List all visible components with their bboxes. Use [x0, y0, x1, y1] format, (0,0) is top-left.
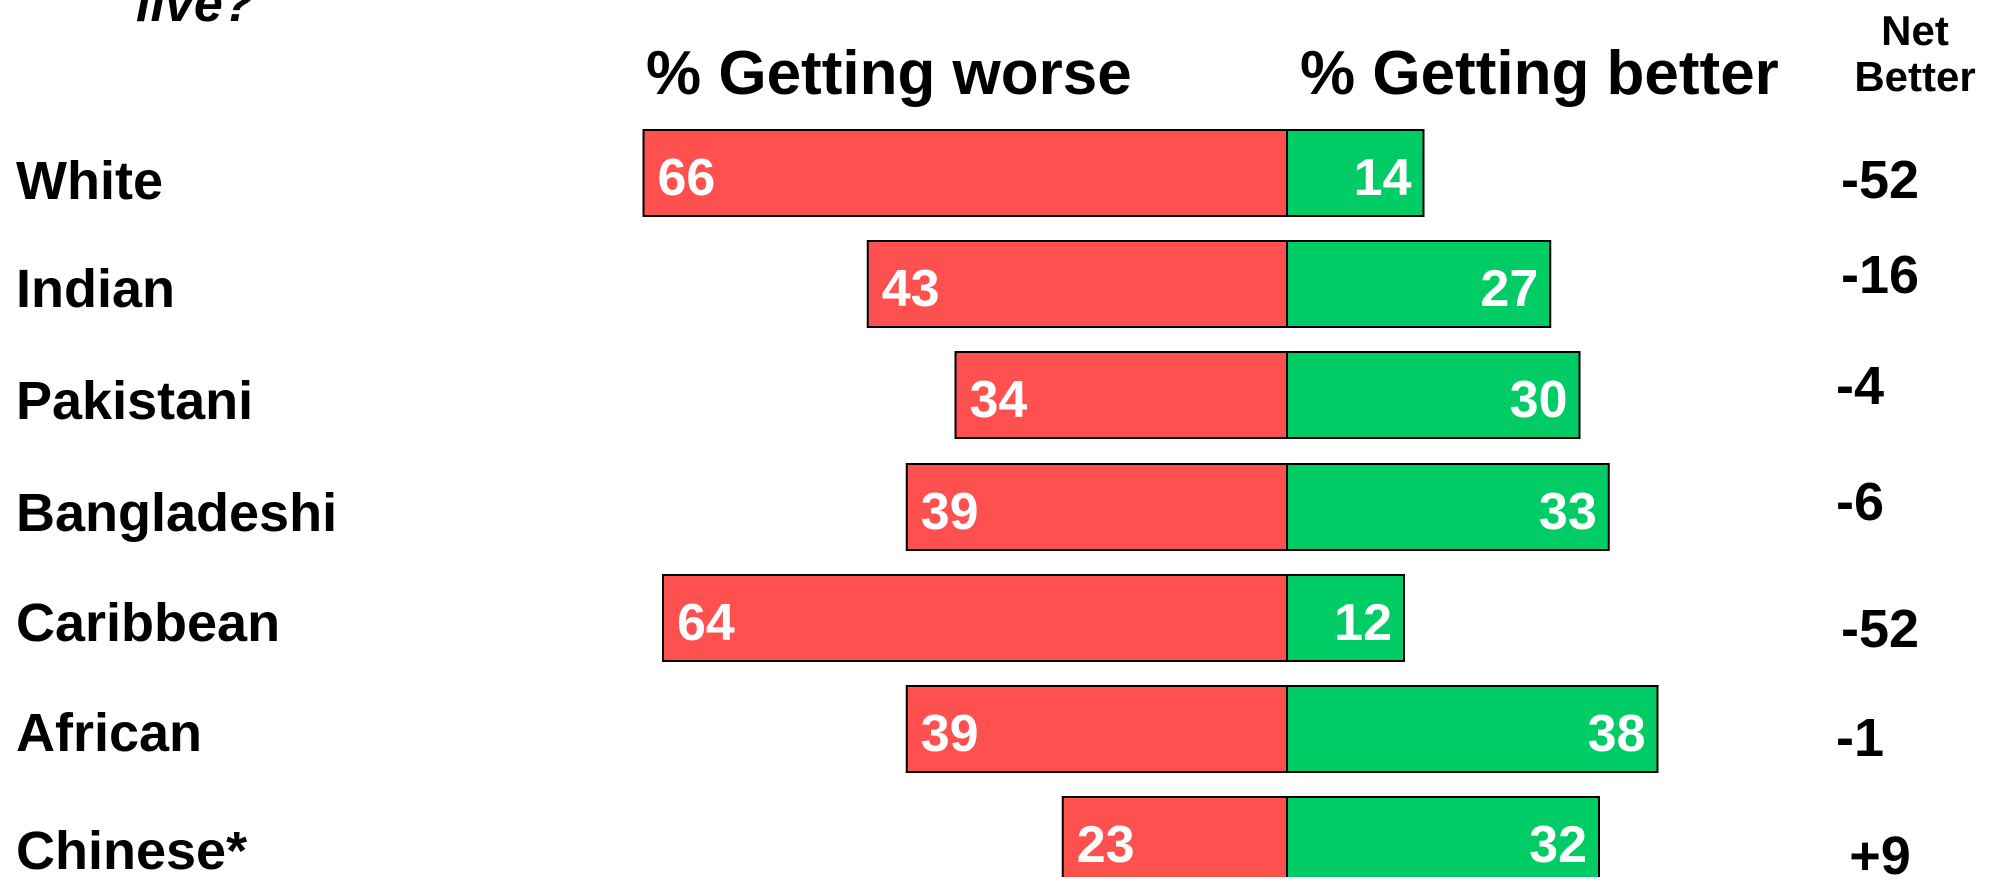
better-bar-4 [1286, 574, 1405, 662]
better-bar-3 [1286, 463, 1610, 551]
worse-value-label-0: 66 [658, 149, 716, 207]
category-label-0: White [16, 151, 163, 211]
net-better-value-3: -6 [1835, 472, 1884, 532]
net-better-value-1: -16 [1840, 245, 1920, 305]
category-label-1: Indian [16, 259, 175, 319]
better-bar-0 [1286, 129, 1425, 217]
better-value-label-2: 30 [1510, 371, 1568, 429]
worse-value-label-6: 23 [1077, 816, 1135, 874]
net-header-line2: Better [1854, 53, 1976, 100]
better-bar-5 [1286, 685, 1659, 773]
worse-column-header: % Getting worse [646, 39, 1132, 108]
worse-bar-5 [905, 685, 1288, 773]
net-better-value-0: -52 [1840, 150, 1920, 210]
category-label-3: Bangladeshi [16, 483, 338, 543]
worse-bar-6 [1061, 796, 1288, 877]
better-value-label-1: 27 [1480, 260, 1538, 318]
better-value-label-6: 32 [1529, 816, 1587, 874]
worse-value-label-1: 43 [882, 260, 940, 318]
net-header-line1: Net [1881, 7, 1949, 54]
category-label-2: Pakistani [16, 371, 254, 431]
better-column-header: % Getting better [1300, 39, 1779, 108]
better-value-label-3: 33 [1539, 483, 1597, 541]
better-value-label-4: 12 [1334, 594, 1392, 652]
better-bar-6 [1286, 796, 1600, 877]
worse-bar-3 [905, 463, 1288, 551]
better-bar-1 [1286, 240, 1552, 328]
worse-value-label-2: 34 [970, 371, 1028, 429]
net-better-value-4: -52 [1840, 599, 1920, 659]
worse-bar-0 [642, 129, 1288, 217]
worse-bar-4 [662, 574, 1288, 662]
question-fragment: live? [136, 0, 255, 33]
net-better-value-2: -4 [1835, 356, 1884, 416]
worse-value-label-5: 39 [921, 705, 979, 763]
net-better-header: Net Better [1845, 8, 1985, 100]
better-value-label-0: 14 [1354, 149, 1412, 207]
net-better-value-5: -1 [1835, 708, 1884, 768]
better-value-label-5: 38 [1588, 705, 1646, 763]
better-bar-2 [1286, 351, 1581, 439]
category-label-5: African [16, 703, 203, 763]
worse-value-label-3: 39 [921, 483, 979, 541]
worse-value-label-4: 64 [677, 594, 735, 652]
category-label-6: Chinese* [16, 821, 248, 881]
worse-bar-2 [954, 351, 1288, 439]
net-better-value-6: +9 [1849, 826, 1911, 886]
category-label-4: Caribbean [16, 593, 281, 653]
